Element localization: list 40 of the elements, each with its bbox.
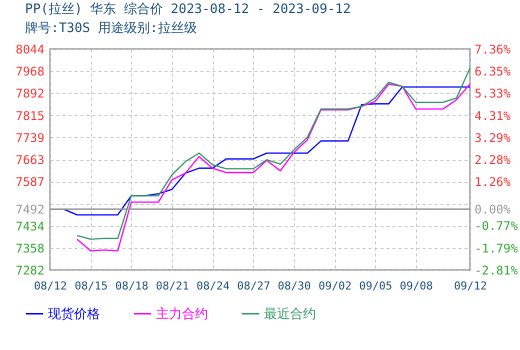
y2-tick-label: 0.00%: [474, 202, 512, 216]
y2-tick-label: 1.26%: [474, 175, 512, 190]
y2-tick-label: -1.79%: [474, 241, 519, 256]
y-tick-label: 7892: [16, 86, 44, 101]
y-tick-label: 7663: [16, 153, 44, 167]
x-tick-label: 08/18: [115, 280, 148, 292]
x-tick-label: 09/02: [318, 280, 352, 292]
y-tick-label: 7282: [16, 264, 44, 278]
y-tick-label: 8044: [16, 42, 44, 56]
y-tick-label: 7434: [16, 219, 44, 234]
line-series: [76, 67, 471, 240]
y-tick-label: 7815: [16, 108, 44, 123]
x-tick-label: 08/24: [196, 280, 230, 292]
y-tick-label: 7492: [16, 202, 44, 217]
x-tick-label: 09/08: [400, 280, 433, 292]
x-tick-label: 09/05: [359, 280, 392, 292]
y2-tick-label: -2.81%: [474, 264, 519, 278]
legend-label: 最近合约: [264, 306, 316, 322]
y2-tick-label: -0.77%: [474, 219, 519, 234]
y2-tick-label: 7.36%: [474, 42, 512, 56]
x-tick-label: 08/15: [74, 280, 108, 292]
line-series: [76, 83, 471, 252]
y-tick-label: 7739: [16, 130, 44, 145]
chart-subtitle: 牌号:T30S 用途级别:拉丝级: [25, 21, 197, 36]
x-tick-label: 08/12: [34, 280, 68, 292]
y-tick-label: 7968: [16, 64, 44, 79]
y2-tick-label: 6.35%: [474, 64, 512, 78]
y-tick-label: 7358: [16, 241, 44, 256]
y-tick-label: 7587: [16, 175, 44, 190]
y2-tick-label: 2.28%: [474, 152, 512, 167]
legend-label: 现货价格: [48, 306, 100, 322]
x-tick-label: 09/12: [454, 280, 488, 292]
chart-title: PP(拉丝) 华东 综合价 2023-08-12 - 2023-09-12: [25, 2, 351, 17]
y2-tick-label: 5.33%: [474, 86, 512, 101]
x-tick-label: 08/27: [237, 280, 270, 292]
legend-label: 主力合约: [156, 306, 208, 322]
y2-tick-label: 4.31%: [474, 108, 512, 123]
x-tick-label: 08/30: [278, 280, 311, 292]
y2-tick-label: 3.29%: [474, 130, 512, 145]
x-tick-label: 08/21: [156, 280, 189, 292]
